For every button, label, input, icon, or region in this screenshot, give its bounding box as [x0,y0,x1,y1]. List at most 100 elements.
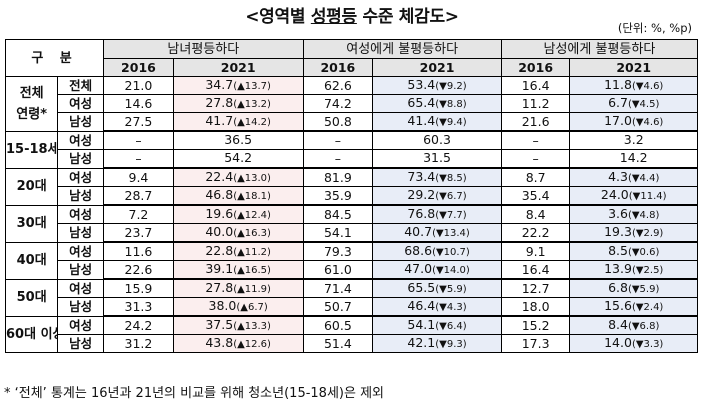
table-row: 60대 이상여성24.237.5(▲13.3)60.554.1(▼6.4)15.… [4,315,698,353]
cell-2021: 14.0(▼3.3) [569,334,698,353]
cell-2021: 40.7(▼13.4) [372,223,502,243]
cell-2021-value: 4.3 [608,169,628,184]
cell-2016: 14.6 [103,94,174,113]
cell-2021-value: 13.9 [604,261,632,276]
table-row: 남성 23.7 40.0(▲16.3) 54.1 40.7(▼13.4) 22.2 19.3… [6,223,698,243]
cell-2021-value: 14.0 [604,335,632,351]
cell-2021: 36.5 [172,130,304,150]
cell-2016: 50.7 [302,297,374,317]
cell-2021: 39.1(▲16.5) [172,260,304,280]
cell-2021: 41.4(▼9.4) [372,112,502,132]
cell-2021-value: 36.5 [224,132,253,147]
cell-2016: 24.2 [103,315,174,335]
cell-2021-value: 68.6 [404,243,433,258]
year-header: 2021 [172,58,304,77]
cell-2021-value: 6.8 [608,280,628,295]
cell-2021-change: (▼4.6) [631,81,664,92]
table-row: 30대 여성 7.2 19.6(▲12.4) 84.5 76.8(▼7.7) 8.4 3.6(… [4,204,698,243]
cell-2016: 7.2 [103,204,174,224]
cell-2021-change: (▼6.8) [627,321,660,332]
cell-2021-value: 42.1 [407,335,436,351]
cell-2021-value: 29.2 [407,187,436,202]
cell-2021-value: 15.6 [604,298,632,313]
perception-table: 구 분 남녀평등하다 여성에게 불평등하다 남성에게 불평등하다 2016 20… [4,39,699,353]
table-row: 남성 31.2 43.8(▲12.6) 51.4 42.1(▼9.3) 17.3 14.0(… [6,334,698,353]
cell-2021-change: (▲11.2) [233,247,271,258]
table-row: 전체 연령* 전체 21.0 34.7(▲13.7) 62.6 53.4(▼9.2) 16.4… [4,76,698,132]
cell-2021-change: (▼2.5) [631,265,664,276]
cell-2021: 41.7(▲14.2) [172,112,304,132]
cell-2021-value: 39.1 [205,261,234,276]
row-sub-label: 여성 [57,241,105,261]
cell-2016: 23.7 [103,223,174,243]
cell-2021-value: 14.2 [619,150,648,165]
unit-label: (단위: %, %p) [617,21,692,35]
cell-2021-value: 65.5 [407,280,436,295]
cell-2021: 14.2 [569,149,698,169]
cell-2016: 9.1 [500,241,571,261]
cell-2016: 61.0 [302,260,374,280]
cell-2021-change: (▼9.3) [435,339,467,350]
year-header: 2016 [302,58,374,77]
cell-2016: – [500,130,571,150]
cell-2021: 76.8(▼7.7) [372,204,502,224]
cell-2021-value: 46.8 [205,187,234,202]
cell-2016: 18.0 [500,297,571,317]
cell-2021-change: (▲18.1) [233,191,271,202]
cell-2021-change: (▼3.3) [631,339,664,350]
cell-2016: 84.5 [302,204,374,224]
cell-2021-change: (▲6.7) [236,302,268,313]
cell-2021-value: 19.3 [604,224,632,239]
table-row: 50대 여성 15.9 27.8(▲11.9) 71.4 65.5(▼5.9) 12.7 6.… [4,278,698,317]
cell-2021: 47.0(▼14.0) [372,260,502,280]
cell-2021: 11.8(▼4.6) [569,76,698,95]
cell-2021: 68.6(▼10.7) [372,241,502,261]
cell-2021: 40.0(▲16.3) [172,223,304,243]
cell-2016: 15.2 [500,315,571,335]
cell-2021-change: (▼4.6) [631,117,664,128]
cell-2021: 22.8(▲11.2) [172,241,304,261]
cell-2021: 37.5(▲13.3) [172,315,304,335]
cell-2021-value: 27.8 [205,280,234,295]
cell-2016: 31.2 [103,334,174,353]
cell-2021-value: 60.3 [423,132,451,147]
cell-2016: 50.8 [302,112,374,132]
row-group-label: 20대 [4,167,59,206]
cell-2021-value: 54.2 [224,150,253,165]
cell-2021-value: 41.4 [407,113,436,128]
cell-2021-change: (▼2.4) [631,302,664,313]
cell-2021: 54.2 [172,149,304,169]
row-sub-label: 여성 [57,167,105,187]
cell-2021-change: (▼5.9) [627,284,660,295]
cell-2021: 17.0(▼4.6) [569,112,698,132]
corner-header: 구 분 [4,39,105,77]
cell-2021: 8.4(▼6.8) [569,315,698,335]
row-sub-label: 남성 [57,149,105,169]
cell-2021-change: (▼9.2) [435,81,467,92]
cell-2021: 54.1(▼6.4) [372,315,502,335]
cell-2021: 38.0(▲6.7) [172,297,304,317]
cell-2016: 51.4 [302,334,374,353]
cell-2021-change: (▼2.9) [631,228,664,239]
cell-2016: – [103,130,174,150]
row-sub-label: 전체 [57,76,105,95]
cell-2021: 46.4(▼4.3) [372,297,502,317]
row-group-label: 60대 이상 [4,315,59,353]
cell-2021-value: 31.5 [423,150,451,165]
cell-2021-value: 76.8 [407,206,436,221]
cell-2021: 22.4(▲13.0) [172,167,304,187]
cell-2021: 3.2 [569,130,698,150]
year-header: 2016 [500,58,571,77]
cell-2021-change: (▲13.7) [233,81,271,92]
cell-2016: – [302,130,374,150]
cell-2021-change: (▼8.8) [435,99,467,110]
cell-2021-value: 41.7 [205,113,234,128]
cell-2021-value: 22.8 [205,243,234,258]
cell-2021-value: 40.0 [205,224,234,239]
cell-2021: 34.7(▲13.7) [172,76,304,95]
cell-2021-change: (▲13.0) [233,173,271,184]
cell-2021-value: 54.1 [407,317,436,332]
cell-2021-change: (▲14.2) [233,117,271,128]
cell-2016: 79.3 [302,241,374,261]
cell-2021-value: 19.6 [205,206,234,221]
